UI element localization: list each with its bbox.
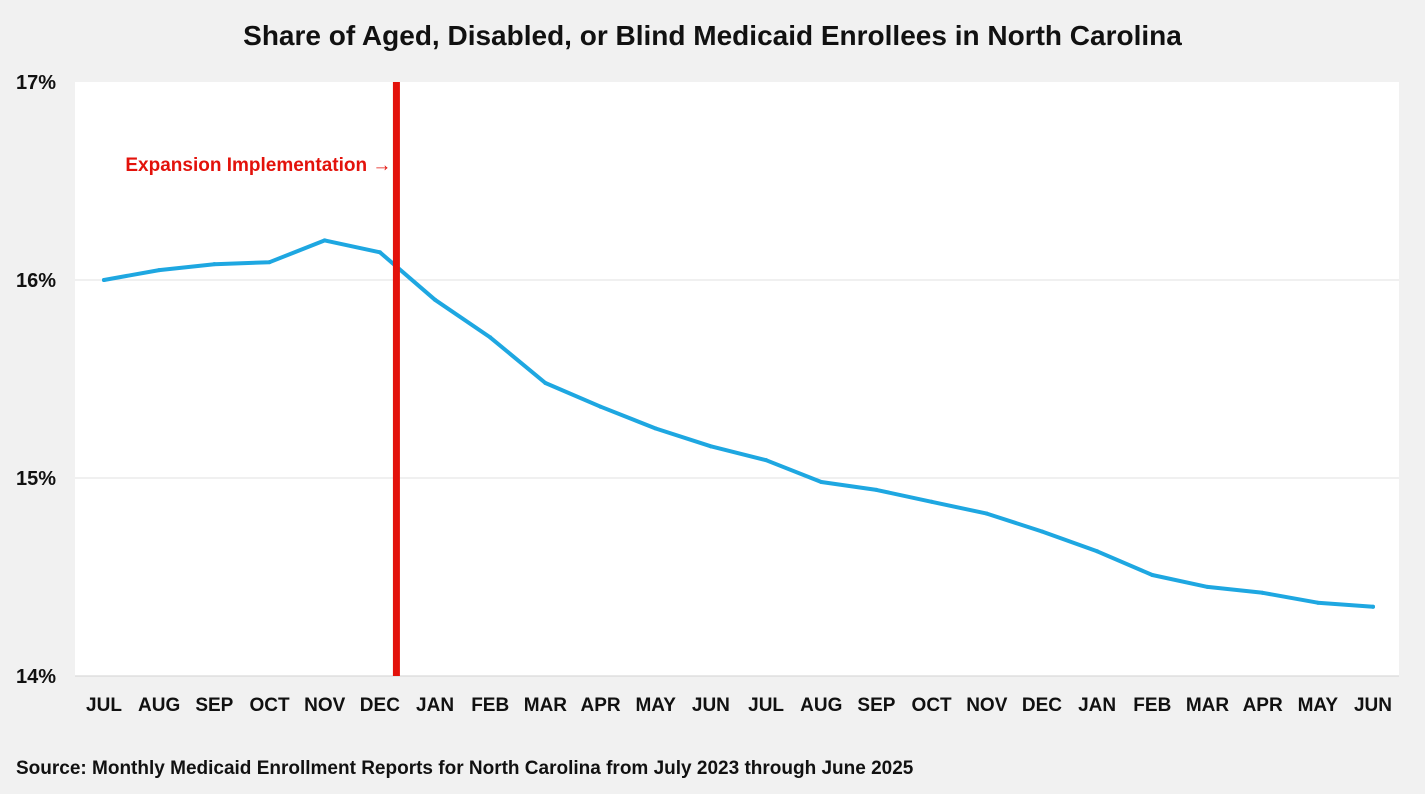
x-tick-label: DEC [360,695,400,716]
data-point [1260,590,1265,595]
x-tick-label: SEP [195,695,233,716]
x-tick-label: JAN [416,695,454,716]
data-point [874,487,879,492]
x-tick-label: NOV [304,695,346,716]
source-note: Source: Monthly Medicaid Enrollment Repo… [16,758,914,779]
data-point [819,479,824,484]
data-point [433,297,438,302]
y-tick-label: 14% [16,666,56,688]
x-tick-label: DEC [1022,695,1062,716]
x-tick-label: NOV [966,695,1008,716]
series-line [102,238,1375,609]
plot-area [75,82,1399,676]
data-point [322,238,327,243]
data-point [929,499,934,504]
data-point [764,458,769,463]
x-tick-label: APR [581,695,621,716]
gridlines [75,279,1399,677]
data-point [377,250,382,255]
series-layer [102,238,1375,609]
data-point [1039,529,1044,534]
x-tick-label: APR [1243,695,1283,716]
x-tick-label: SEP [857,695,895,716]
y-tick-label: 15% [16,468,56,490]
data-point [1150,573,1155,578]
x-tick-label: JAN [1078,695,1116,716]
data-point [653,426,658,431]
data-point [102,278,106,282]
y-axis-ticks: 14% 15% 16% 17% [16,72,56,688]
data-point [1205,584,1210,589]
x-axis-ticks: JUL AUG SEP OCT NOV DEC JAN FEB MAR APR MAY JUN JUL A… [86,695,1392,716]
expansion-annotation-label: Expansion Implementation → [125,155,391,176]
x-tick-label: OCT [912,695,953,716]
x-tick-label: MAY [1298,695,1339,716]
data-point [212,262,217,267]
x-tick-label: FEB [471,695,509,716]
annotation-layer: Expansion Implementation → [125,82,400,676]
data-point [267,260,272,265]
y-tick-label: 17% [16,72,56,94]
data-point [157,268,162,273]
x-tick-label: MAY [635,695,676,716]
chart-title: Share of Aged, Disabled, or Blind Medica… [243,20,1182,51]
x-tick-label: JUN [1354,695,1392,716]
x-tick-label: AUG [138,695,180,716]
data-point [984,511,989,516]
data-point [543,380,548,385]
x-tick-label: JUL [748,695,784,716]
x-tick-label: JUL [86,695,122,716]
data-point [598,404,603,409]
y-tick-label: 16% [16,270,56,292]
x-tick-label: MAR [524,695,568,716]
data-point [1315,600,1320,605]
x-tick-label: MAR [1186,695,1230,716]
data-point [708,444,713,449]
x-tick-label: JUN [692,695,730,716]
x-tick-label: FEB [1133,695,1171,716]
x-tick-label: AUG [800,695,842,716]
x-tick-label: OCT [249,695,290,716]
data-point [1095,549,1100,554]
data-point [488,335,493,340]
data-point [1371,604,1375,609]
